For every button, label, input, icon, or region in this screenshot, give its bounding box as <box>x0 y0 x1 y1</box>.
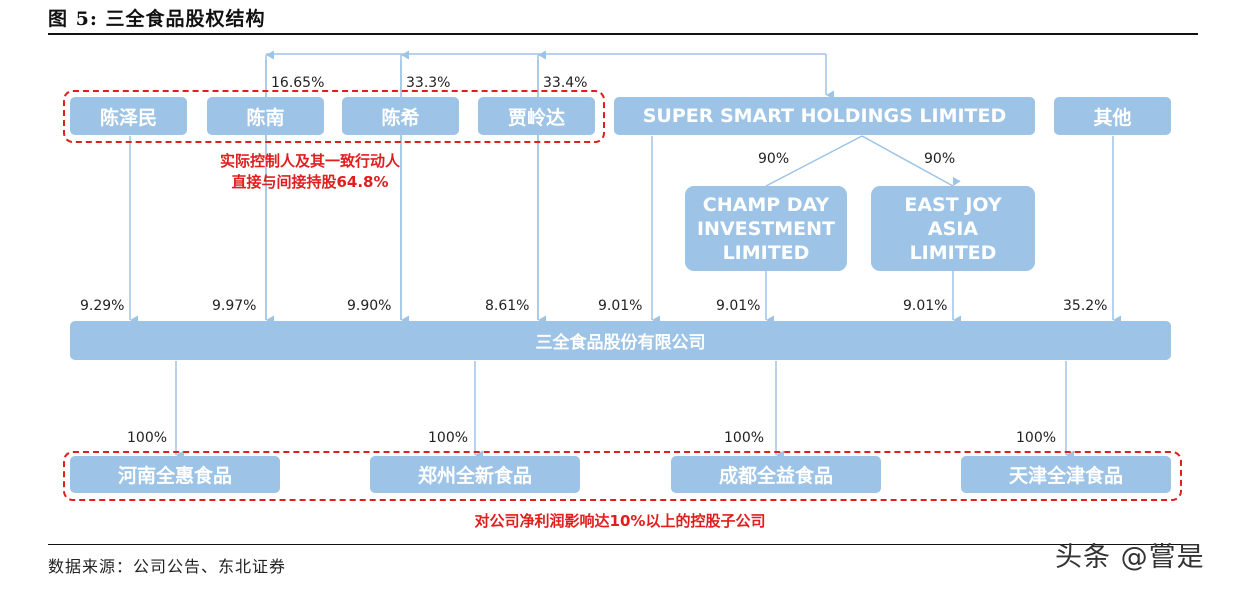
pct-chen-zemin-company: 9.29% <box>80 298 125 314</box>
top-rule <box>48 33 1198 35</box>
others-box: 其他 <box>1054 97 1171 135</box>
company-box: 三全食品股份有限公司 <box>70 321 1171 360</box>
pct-super-company: 9.01% <box>598 298 643 314</box>
champ-day-line2: INVESTMENT <box>696 217 836 240</box>
subsidiaries-group <box>63 451 1182 501</box>
pct-champ-company: 9.01% <box>716 298 761 314</box>
controllers-note: 实际控制人及其一致行动人 直接与间接持股64.8% <box>180 150 440 192</box>
champ-day-box: CHAMP DAY INVESTMENT LIMITED <box>685 186 847 271</box>
controller-chen-xi: 陈希 <box>342 97 459 135</box>
east-joy-box: EAST JOY ASIA LIMITED <box>871 186 1035 271</box>
pct-chen-xi-company: 9.90% <box>347 298 392 314</box>
bottom-rule <box>48 544 1198 545</box>
pct-jia-lingda-super: 33.4% <box>543 75 588 91</box>
champ-day-line1: CHAMP DAY <box>702 193 830 216</box>
subsidiaries-note: 对公司净利润影响达10%以上的控股子公司 <box>474 512 766 530</box>
subsidiary-tianjin: 天津全津食品 <box>961 456 1171 493</box>
subsidiary-henan: 河南全惠食品 <box>70 456 280 493</box>
pct-jia-lingda-company: 8.61% <box>485 298 530 314</box>
pct-super-east: 90% <box>924 151 956 167</box>
to-east-line <box>861 135 961 187</box>
subsidiary-zhengzhou: 郑州全新食品 <box>370 456 580 493</box>
controller-chen-zemin: 陈泽民 <box>70 97 187 135</box>
watermark: 头条 @嘗是 <box>1055 542 1205 573</box>
east-joy-line1: EAST JOY <box>904 193 1002 216</box>
subsidiary-chengdu: 成都全益食品 <box>671 456 881 493</box>
pct-sub-1: 100% <box>127 430 168 446</box>
pct-chen-nan-company: 9.97% <box>212 298 257 314</box>
pct-sub-3: 100% <box>724 430 765 446</box>
east-joy-line3: LIMITED <box>909 241 997 264</box>
controllers-group <box>63 90 605 143</box>
figure-title: 图 5: 三全食品股权结构 <box>48 8 266 30</box>
controller-chen-nan: 陈南 <box>207 97 324 135</box>
champ-day-line3: LIMITED <box>722 241 810 264</box>
pct-chen-nan-super: 16.65% <box>271 75 325 91</box>
pct-chen-xi-super: 33.3% <box>406 75 451 91</box>
super-smart-box: SUPER SMART HOLDINGS LIMITED <box>614 97 1035 135</box>
source-note: 数据来源：公司公告、东北证券 <box>48 557 287 576</box>
pct-super-champ: 90% <box>758 151 790 167</box>
pct-sub-4: 100% <box>1016 430 1057 446</box>
pct-others-company: 35.2% <box>1063 298 1108 314</box>
controllers-note-line1: 实际控制人及其一致行动人 <box>219 152 400 170</box>
pct-sub-2: 100% <box>428 430 469 446</box>
to-champ-line <box>765 135 863 196</box>
pct-east-company: 9.01% <box>903 298 948 314</box>
controllers-note-line2: 直接与间接持股64.8% <box>231 173 389 191</box>
east-joy-line2: ASIA <box>927 217 979 240</box>
controller-jia-lingda: 贾岭达 <box>478 97 595 135</box>
